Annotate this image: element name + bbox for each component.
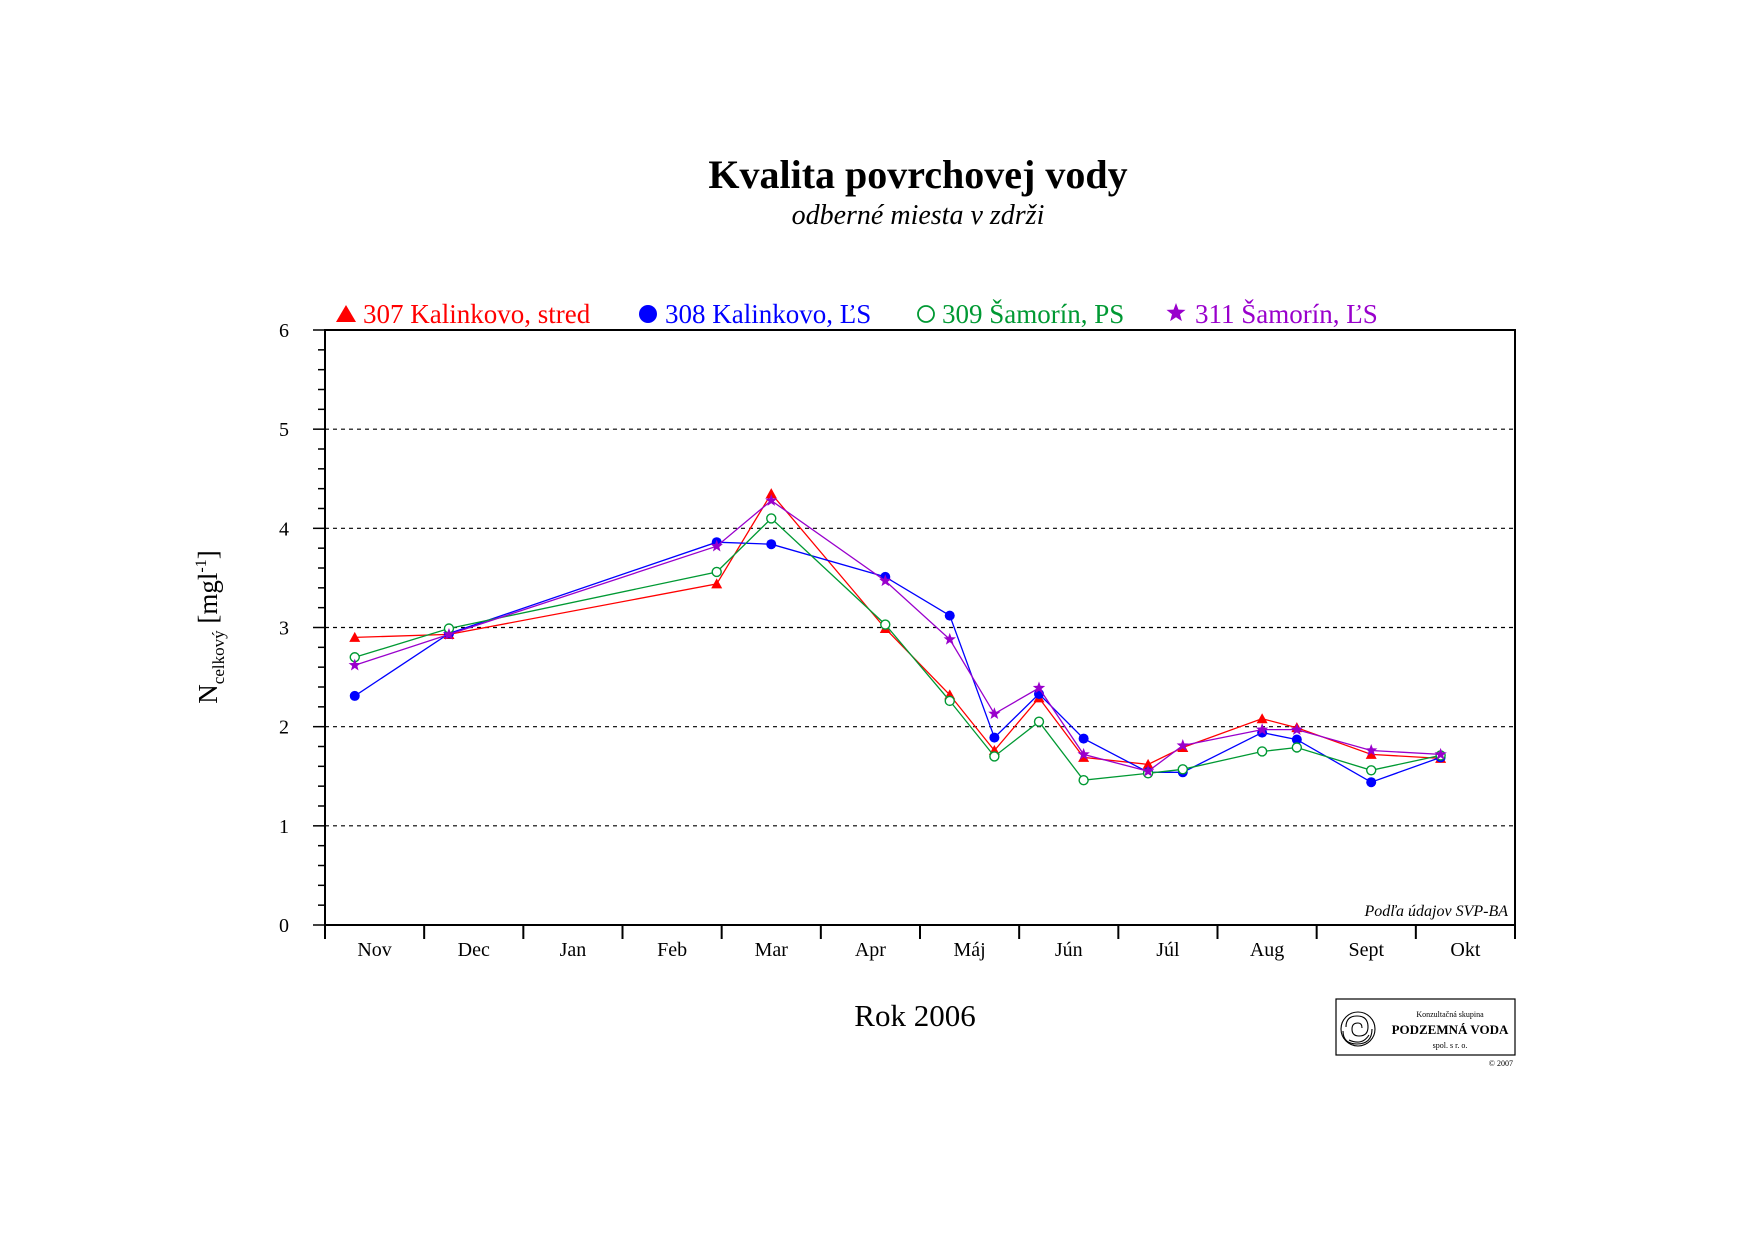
legend-marker-307: [336, 305, 356, 322]
logo-frame: [1335, 998, 1516, 1056]
data-point: [1033, 716, 1045, 727]
data-point: [988, 707, 1001, 720]
data-point: [944, 695, 955, 707]
y-tick-label: 5: [279, 419, 289, 441]
data-point: [1434, 747, 1447, 760]
y-tick-label: 1: [279, 816, 289, 838]
data-point: [1256, 713, 1268, 724]
logo-line1: Konzultačná skupina: [1416, 1010, 1484, 1019]
legend-marker-308: [639, 305, 657, 323]
series-line: [354, 492, 1441, 766]
source-note: Podľa údajov SVP-BA: [1363, 903, 1508, 920]
data-point: [765, 488, 777, 499]
data-point: [1077, 747, 1090, 760]
data-point: [766, 539, 777, 550]
data-point: [442, 627, 456, 640]
y-tick-label: 2: [279, 717, 289, 739]
data-point: [349, 690, 360, 701]
x-tick-label: Okt: [1450, 939, 1480, 961]
data-point: [348, 658, 361, 671]
logo-line2: PODZEMNÁ VODA: [1392, 1022, 1509, 1037]
legend-label-309: 309 Šamorín, PS: [942, 299, 1124, 329]
data-point: [943, 632, 956, 645]
legend-marker-309: [917, 305, 935, 323]
y-axis-label: Ncelkový [mgl-1]: [193, 550, 228, 703]
legend-label-308: 308 Kalinkovo, ĽS: [665, 299, 871, 329]
logo-mark-icon: [1340, 1011, 1376, 1047]
data-point: [1365, 748, 1377, 759]
data-point: [880, 619, 891, 630]
plot-frame: [324, 329, 1516, 926]
x-tick-label: Dec: [458, 939, 490, 961]
data-point: [710, 539, 723, 552]
data-point: [766, 513, 777, 524]
series-line: [354, 541, 1441, 783]
x-tick-label: Sept: [1348, 939, 1384, 961]
data-point: [1291, 734, 1302, 745]
data-point: [711, 566, 722, 578]
data-point: [1078, 775, 1089, 786]
data-point: [1256, 746, 1268, 757]
logo-line3: spol. s r. o.: [1433, 1041, 1468, 1050]
data-point: [944, 610, 955, 621]
x-tick-label: Aug: [1250, 939, 1284, 961]
series-4: [348, 494, 1447, 777]
data-point: [711, 578, 723, 589]
x-tick-label: Jún: [1055, 939, 1083, 961]
series-3: [349, 513, 1446, 786]
data-point: [1141, 764, 1155, 777]
data-point: [1177, 764, 1188, 775]
series-group: [348, 488, 1447, 788]
data-point: [1142, 758, 1154, 769]
company-logo: Konzultačná skupina PODZEMNÁ VODA spol. …: [1335, 998, 1516, 1068]
data-point: [1255, 723, 1269, 735]
legend-label-311: 311 Šamorín, ĽS: [1195, 299, 1378, 329]
data-point: [1291, 742, 1303, 753]
grid: [325, 428, 1515, 827]
x-tick-label: Jan: [560, 939, 587, 961]
data-point: [1366, 777, 1377, 788]
data-point: [1032, 681, 1046, 694]
x-tick-label: Máj: [953, 939, 985, 961]
y-tick-label: 4: [279, 518, 289, 540]
chart-title: Kvalita povrchovej vody: [708, 152, 1127, 197]
y-axis: 0 1 2 3 4 5 6: [279, 320, 325, 937]
chart-subtitle: odberné miesta v zdrži: [792, 200, 1045, 231]
data-point: [765, 494, 778, 506]
series-line: [354, 499, 1441, 773]
data-point: [879, 574, 892, 587]
x-axis: Nov Dec Jan Feb Mar Apr Máj Jún Júl Aug Sept Okt: [324, 925, 1516, 961]
data-point: [1078, 733, 1089, 744]
legend-marker-311: [1166, 303, 1186, 322]
x-tick-label: Júl: [1156, 939, 1180, 961]
y-tick-label: 3: [279, 618, 289, 640]
x-tick-label: Apr: [855, 939, 886, 961]
logo-copyright: © 2007: [1489, 1059, 1513, 1068]
data-point: [349, 631, 361, 642]
data-point: [989, 751, 1000, 762]
data-point: [1365, 743, 1378, 756]
y-tick-label: 6: [279, 320, 289, 342]
legend: 307 Kalinkovo, stred 308 Kalinkovo, ĽS 3…: [336, 299, 1378, 329]
data-point: [1290, 723, 1304, 735]
data-point: [989, 732, 1000, 743]
series-line: [354, 517, 1441, 781]
x-tick-label: Mar: [755, 939, 789, 961]
data-point: [1176, 739, 1189, 751]
data-point: [1366, 765, 1377, 776]
y-tick-label: 0: [279, 915, 289, 937]
x-tick-label: Feb: [657, 939, 687, 961]
series-1: [349, 488, 1447, 769]
legend-label-307: 307 Kalinkovo, stred: [363, 299, 591, 329]
x-axis-label: Rok 2006: [854, 998, 975, 1033]
x-tick-label: Nov: [357, 939, 391, 961]
